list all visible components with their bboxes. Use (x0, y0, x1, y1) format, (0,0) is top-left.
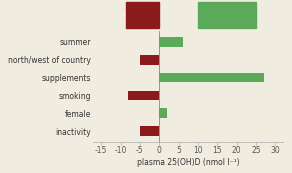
Bar (128, 90, 159, 100)
Text: decreases: decreases (124, 10, 162, 19)
X-axis label: plasma 25(OH)D (nmol l⁻¹): plasma 25(OH)D (nmol l⁻¹) (137, 158, 240, 167)
Bar (159, 73, 264, 83)
Text: increases: increases (209, 10, 245, 19)
Bar (159, 108, 167, 118)
Bar (159, 37, 182, 47)
Bar (140, 55, 159, 65)
Bar (140, 126, 159, 136)
